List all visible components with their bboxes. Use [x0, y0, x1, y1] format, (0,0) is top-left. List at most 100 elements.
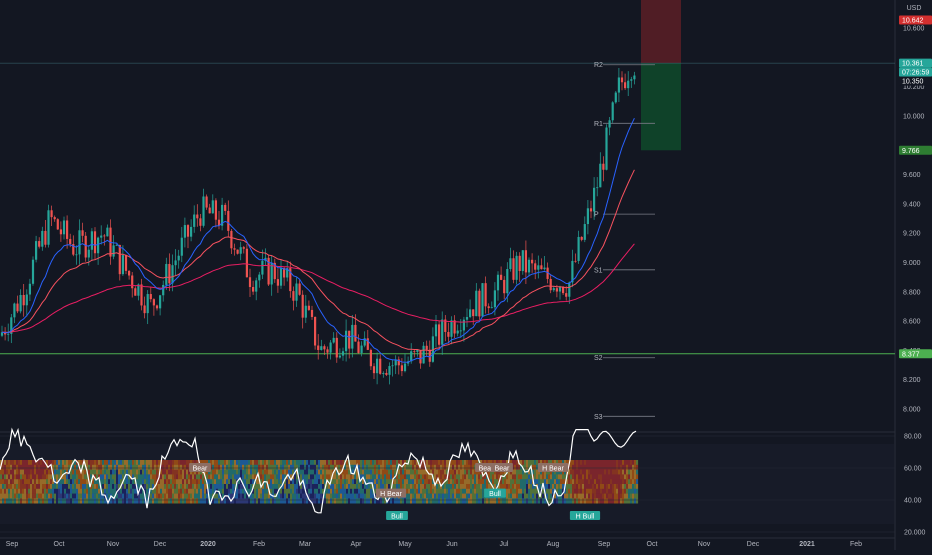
heatmap-cell — [302, 484, 305, 490]
heatmap-cell — [502, 498, 505, 504]
candle-body — [400, 365, 403, 372]
heatmap-cell — [198, 488, 201, 494]
candle-body — [304, 305, 307, 318]
candle-body — [394, 359, 397, 366]
heatmap-cell — [390, 498, 393, 504]
candle-body — [478, 290, 481, 317]
heatmap-cell — [592, 469, 595, 475]
heatmap-cell — [56, 474, 59, 480]
heatmap-cell — [392, 469, 395, 475]
heatmap-cell — [400, 479, 403, 485]
time-tick-label: Dec — [154, 541, 167, 548]
heatmap-cell — [526, 464, 529, 470]
heatmap-cell — [256, 488, 259, 494]
heatmap-cell — [306, 488, 309, 494]
heatmap-cell — [310, 464, 313, 470]
heatmap-cell — [134, 479, 137, 485]
heatmap-cell — [540, 474, 543, 480]
heatmap-cell — [344, 479, 347, 485]
heatmap-cell — [200, 493, 203, 499]
heatmap-cell — [468, 493, 471, 499]
heatmap-cell — [506, 479, 509, 485]
heatmap-cell — [302, 460, 305, 466]
heatmap-cell — [134, 498, 137, 504]
heatmap-cell — [56, 498, 59, 504]
heatmap-cell — [410, 474, 413, 480]
heatmap-cell — [442, 464, 445, 470]
heatmap-cell — [78, 469, 81, 475]
heatmap-cell — [236, 484, 239, 490]
heatmap-cell — [394, 498, 397, 504]
heatmap-cell — [196, 474, 199, 480]
heatmap-cell — [460, 464, 463, 470]
signal-tag-label: H Bear — [542, 465, 564, 472]
heatmap-cell — [450, 488, 453, 494]
heatmap-cell — [622, 498, 625, 504]
heatmap-cell — [50, 474, 53, 480]
heatmap-cell — [416, 493, 419, 499]
heatmap-cell — [446, 498, 449, 504]
heatmap-cell — [182, 498, 185, 504]
heatmap-cell — [536, 460, 539, 466]
heatmap-cell — [290, 493, 293, 499]
heatmap-cell — [550, 498, 553, 504]
heatmap-cell — [398, 460, 401, 466]
heatmap-cell — [354, 484, 357, 490]
heatmap-cell — [412, 474, 415, 480]
heatmap-cell — [426, 493, 429, 499]
heatmap-cell — [262, 488, 265, 494]
candle-body — [118, 244, 121, 275]
heatmap-cell — [218, 479, 221, 485]
heatmap-cell — [76, 464, 79, 470]
heatmap-cell — [126, 460, 129, 466]
heatmap-cell — [636, 460, 639, 466]
heatmap-cell — [600, 493, 603, 499]
heatmap-cell — [534, 493, 537, 499]
heatmap-cell — [290, 479, 293, 485]
heatmap-cell — [494, 460, 497, 466]
heatmap-cell — [628, 479, 631, 485]
heatmap-cell — [620, 498, 623, 504]
heatmap-cell — [568, 488, 571, 494]
heatmap-cell — [596, 493, 599, 499]
heatmap-cell — [234, 479, 237, 485]
heatmap-cell — [272, 469, 275, 475]
heatmap-cell — [394, 479, 397, 485]
heatmap-cell — [52, 479, 55, 485]
heatmap-cell — [524, 479, 527, 485]
heatmap-cell — [336, 479, 339, 485]
heatmap-cell — [284, 484, 287, 490]
heatmap-cell — [132, 493, 135, 499]
heatmap-cell — [532, 460, 535, 466]
heatmap-cell — [480, 484, 483, 490]
heatmap-cell — [234, 493, 237, 499]
heatmap-cell — [588, 498, 591, 504]
heatmap-cell — [622, 488, 625, 494]
heatmap-cell — [474, 479, 477, 485]
heatmap-cell — [360, 469, 363, 475]
heatmap-cell — [18, 488, 21, 494]
heatmap-cell — [268, 474, 271, 480]
heatmap-cell — [624, 474, 627, 480]
heatmap-cell — [274, 469, 277, 475]
heatmap-cell — [24, 479, 27, 485]
heatmap-cell — [26, 498, 29, 504]
heatmap-cell — [236, 464, 239, 470]
heatmap-cell — [40, 464, 43, 470]
heatmap-cell — [300, 484, 303, 490]
heatmap-cell — [102, 474, 105, 480]
heatmap-cell — [260, 493, 263, 499]
heatmap-cell — [68, 474, 71, 480]
heatmap-cell — [452, 464, 455, 470]
heatmap-cell — [138, 498, 141, 504]
heatmap-cell — [52, 464, 55, 470]
heatmap-cell — [108, 460, 111, 466]
candle-body — [252, 287, 255, 292]
heatmap-cell — [574, 474, 577, 480]
heatmap-cell — [544, 498, 547, 504]
heatmap-cell — [178, 469, 181, 475]
heatmap-cell — [352, 474, 355, 480]
heatmap-cell — [170, 474, 173, 480]
